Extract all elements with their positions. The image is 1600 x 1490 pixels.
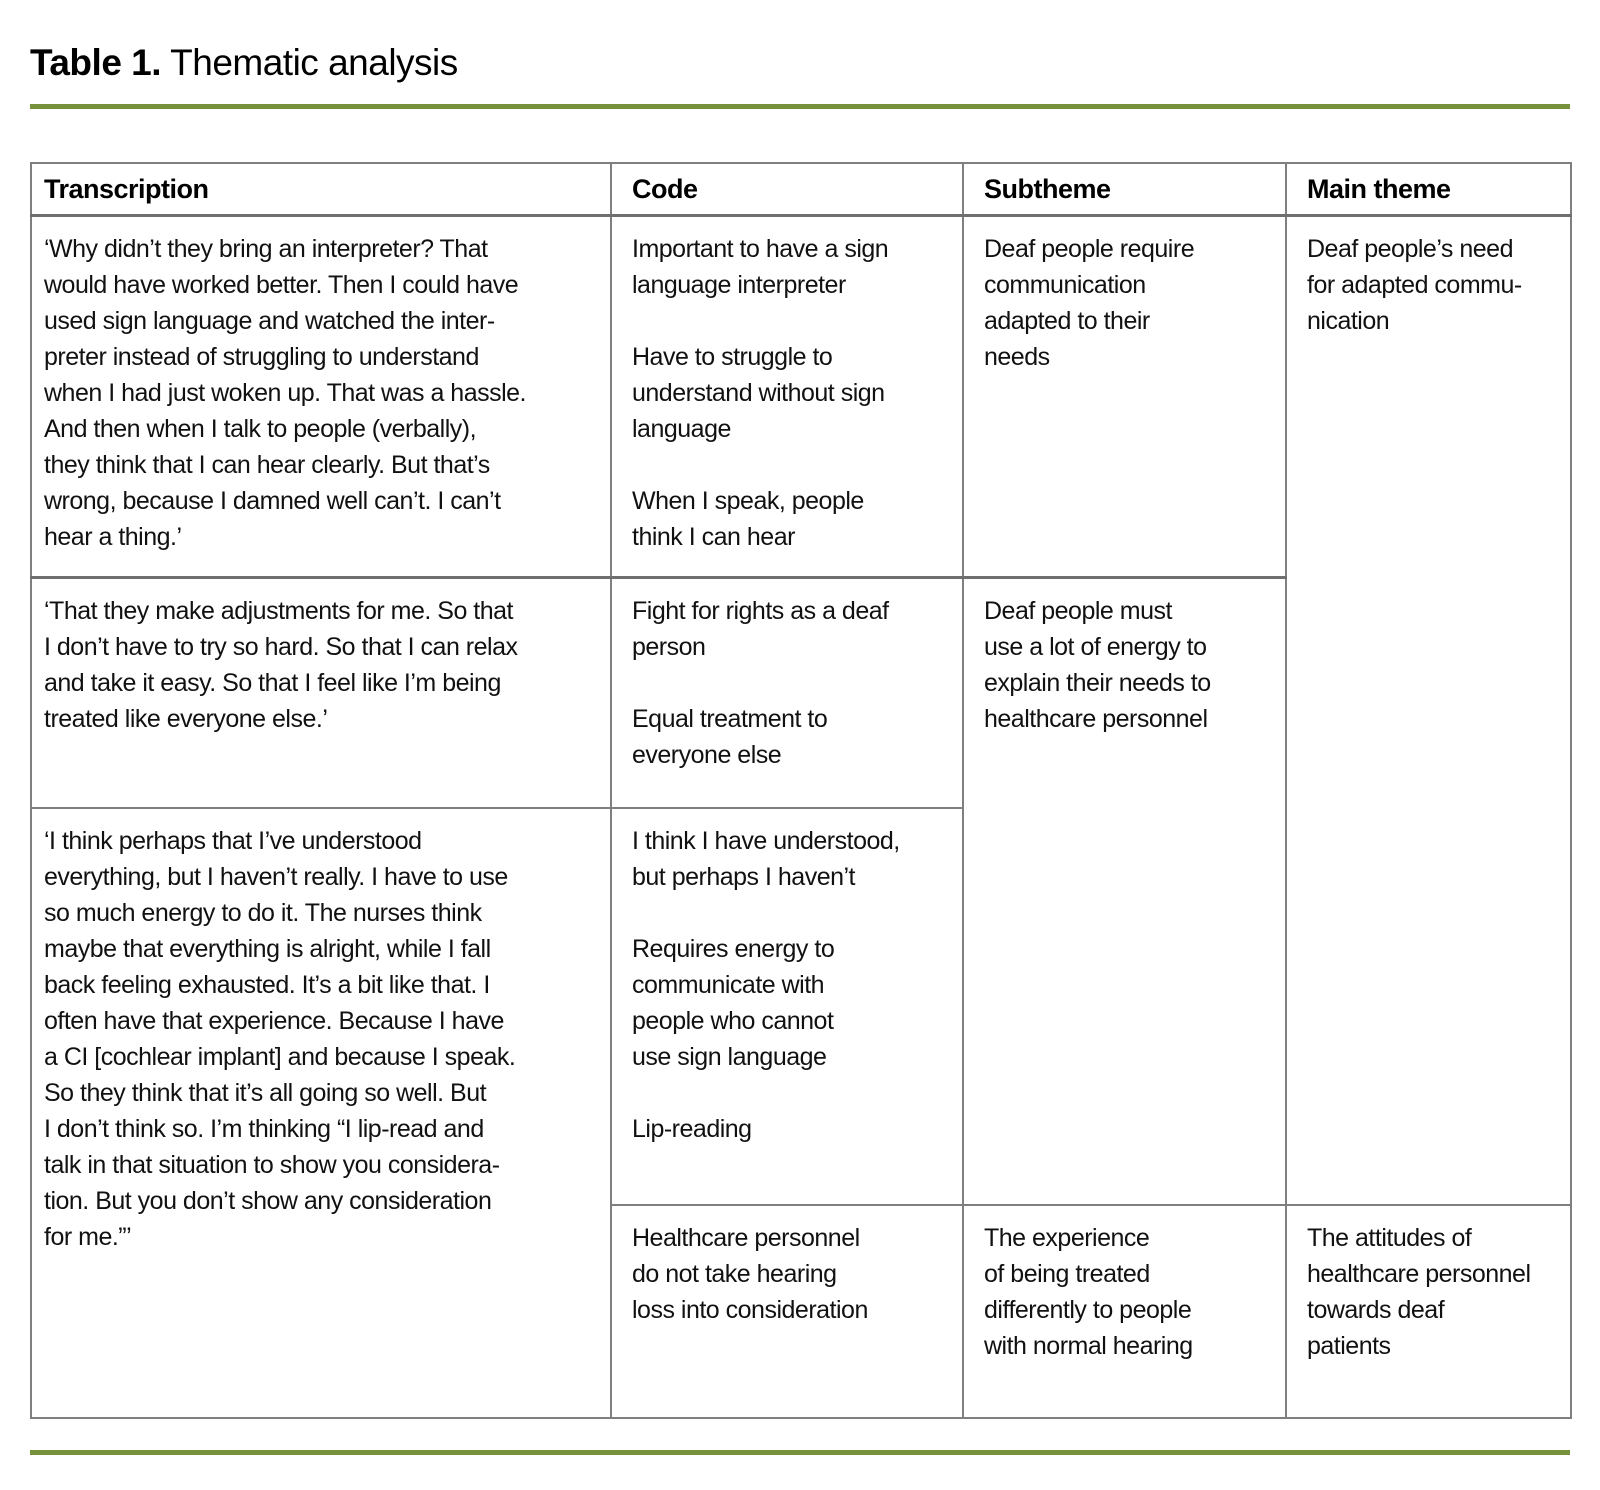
thematic-analysis-table: Transcription Code Subtheme Main theme ‘… xyxy=(30,162,1572,1419)
table-row-1: ‘Why didn’t they bring an interpreter? T… xyxy=(30,214,1572,1206)
table-row-4: Healthcare personnel do not take hearing… xyxy=(31,1204,1572,1419)
bottom-accent-rule xyxy=(30,1450,1570,1455)
cell-subtheme-rows2-3: Deaf people must use a lot of energy to … xyxy=(962,575,1287,1206)
cell-code-row2: Fight for rights as a deaf person Equal … xyxy=(610,575,964,809)
top-accent-rule xyxy=(30,104,1570,109)
cell-code-row4: Healthcare personnel do not take hearing… xyxy=(610,1204,964,1419)
cell-transcription-rows3-4: ‘I think perhaps that I’ve understood ev… xyxy=(30,807,612,1419)
table-row-3: ‘I think perhaps that I’ve understood ev… xyxy=(30,807,1571,1419)
column-header-code: Code xyxy=(610,162,964,217)
cell-subtheme-row4: The experience of being treated differen… xyxy=(962,1204,1287,1419)
column-header-transcription: Transcription xyxy=(30,162,612,217)
column-header-subtheme: Subtheme xyxy=(962,162,1287,217)
cell-subtheme-row1: Deaf people require communication adapte… xyxy=(962,214,1287,578)
cell-main-theme-row4: The attitudes of healthcare personnel to… xyxy=(1285,1204,1572,1419)
cell-code-row1: Important to have a sign language interp… xyxy=(610,214,964,578)
cell-transcription-row1: ‘Why didn’t they bring an interpreter? T… xyxy=(30,214,612,578)
table-caption: Table 1. Thematic analysis xyxy=(30,40,1570,86)
table-caption-label: Table 1. xyxy=(30,42,162,83)
table-row-2: ‘That they make adjustments for me. So t… xyxy=(30,575,1571,1206)
table-caption-title: Thematic analysis xyxy=(170,42,458,83)
column-header-main-theme: Main theme xyxy=(1285,162,1572,217)
cell-transcription-row2: ‘That they make adjustments for me. So t… xyxy=(30,575,612,809)
cell-main-theme-rows1-3: Deaf people’s need for adapted commu- ni… xyxy=(1285,214,1572,1206)
cell-code-row3: I think I have understood, but perhaps I… xyxy=(610,807,964,1206)
header-row: Transcription Code Subtheme Main theme xyxy=(30,162,1572,217)
